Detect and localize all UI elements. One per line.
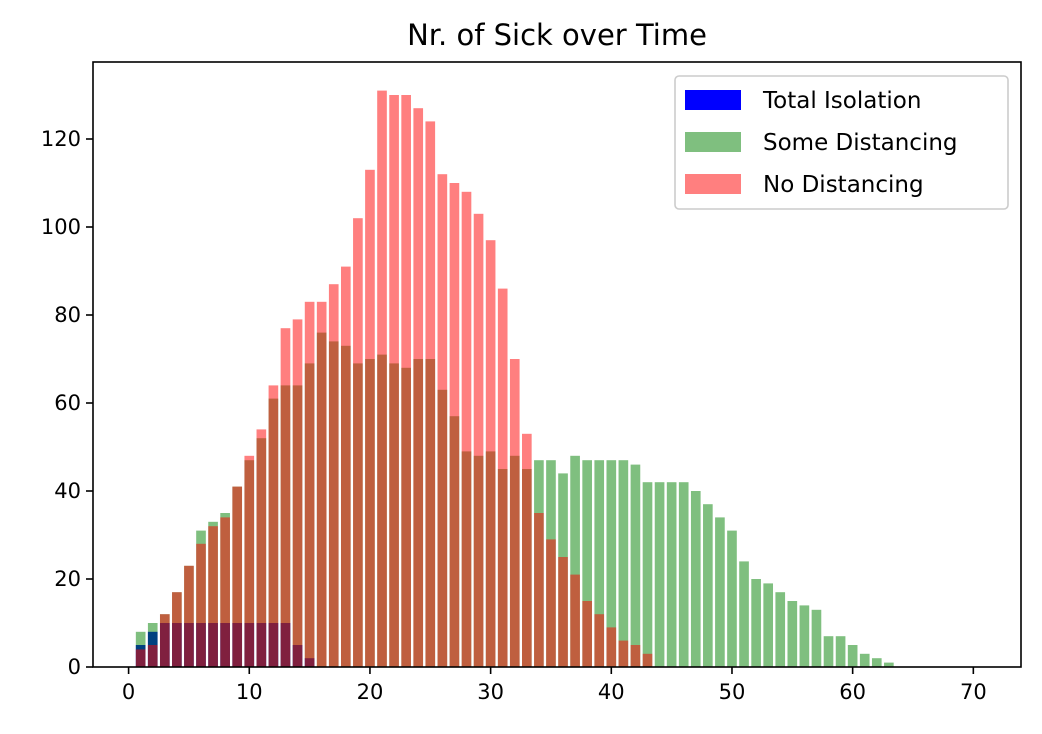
bar-no-distancing-41	[618, 640, 629, 667]
x-axis: 0 10 20 30 40 50 60 70	[122, 667, 987, 704]
bar-no-distancing-18	[340, 266, 351, 667]
y-tick-label: 120	[41, 127, 81, 151]
bar-no-distancing-42	[630, 645, 641, 667]
bar-no-distancing-1	[135, 649, 146, 667]
x-tick-label: 20	[357, 680, 384, 704]
bar-no-distancing-20	[365, 169, 375, 668]
bar-no-distancing-16	[316, 301, 327, 667]
legend-label: No Distancing	[763, 172, 924, 198]
bar-no-distancing-35	[546, 539, 556, 667]
x-tick-label: 0	[122, 680, 135, 704]
legend-label: Total Isolation	[762, 88, 921, 114]
bar-some-distancing-49	[715, 517, 725, 667]
bar-no-distancing-40	[606, 627, 617, 667]
bar-some-distancing-42	[630, 464, 641, 667]
bar-some-distancing-56	[799, 605, 810, 667]
bar-no-distancing-4	[172, 592, 182, 667]
bar-some-distancing-54	[775, 592, 786, 667]
legend-box	[674, 75, 1009, 210]
legend-swatch	[685, 90, 741, 110]
bar-some-distancing-51	[739, 561, 749, 667]
bar-no-distancing-33	[522, 433, 532, 667]
bar-some-distancing-52	[751, 579, 761, 667]
bar-no-distancing-29	[473, 213, 484, 668]
bar-no-distancing-9	[232, 486, 243, 667]
x-tick-label: 10	[236, 680, 263, 704]
bar-no-distancing-39	[594, 614, 605, 667]
bar-some-distancing-44	[654, 482, 665, 667]
bar-no-distancing-26	[437, 174, 448, 667]
x-tick-label: 30	[477, 680, 504, 704]
y-tick-label: 60	[54, 391, 81, 415]
bar-no-distancing-11	[256, 429, 267, 667]
y-tick-label: 100	[41, 215, 81, 239]
bar-no-distancing-19	[353, 218, 363, 667]
bar-some-distancing-58	[823, 636, 834, 667]
legend-label: Some Distancing	[763, 130, 958, 156]
bar-no-distancing-31	[497, 288, 508, 667]
bar-no-distancing-21	[377, 90, 387, 668]
bar-no-distancing-17	[328, 284, 339, 667]
bar-area	[135, 90, 894, 668]
y-tick-label: 20	[54, 567, 81, 591]
bar-some-distancing-50	[727, 530, 737, 667]
bar-no-distancing-32	[509, 359, 520, 667]
bar-some-distancing-38	[582, 460, 592, 667]
bar-no-distancing-24	[413, 108, 424, 667]
legend-swatch	[685, 174, 741, 194]
bar-no-distancing-12	[268, 385, 279, 667]
bar-some-distancing-39	[594, 460, 605, 667]
x-tick-label: 70	[960, 680, 987, 704]
bar-some-distancing-40	[606, 460, 617, 667]
bar-no-distancing-15	[304, 301, 315, 667]
bar-no-distancing-8	[220, 517, 230, 667]
bar-no-distancing-25	[425, 121, 436, 667]
bar-no-distancing-2	[147, 645, 158, 667]
bar-some-distancing-63	[884, 662, 894, 667]
bar-no-distancing-30	[485, 240, 496, 667]
legend: Total Isolation Some Distancing No Distanc…	[674, 75, 1009, 210]
y-tick-label: 80	[54, 303, 81, 327]
bar-some-distancing-48	[703, 504, 713, 667]
bar-no-distancing-38	[582, 601, 592, 667]
bar-no-distancing-27	[449, 183, 460, 667]
x-tick-label: 40	[598, 680, 625, 704]
bar-no-distancing-7	[208, 526, 218, 667]
bar-no-distancing-22	[389, 95, 399, 667]
plot-frame	[92, 61, 1022, 668]
bar-some-distancing-46	[678, 482, 689, 667]
bar-no-distancing-3	[159, 614, 170, 667]
bar-some-distancing-60	[847, 645, 858, 667]
bar-some-distancing-41	[618, 460, 629, 667]
bar-no-distancing-13	[280, 328, 291, 667]
bar-no-distancing-36	[558, 557, 568, 667]
bar-some-distancing-61	[859, 653, 870, 667]
bar-no-distancing-10	[244, 455, 255, 667]
bar-no-distancing-14	[292, 319, 303, 667]
chart-title: Nr. of Sick over Time	[407, 18, 707, 52]
bar-no-distancing-34	[534, 513, 544, 667]
bar-no-distancing-28	[461, 191, 472, 668]
y-tick-label: 40	[54, 479, 81, 503]
bar-no-distancing-6	[196, 543, 206, 667]
x-tick-label: 60	[839, 680, 866, 704]
x-tick-label: 50	[719, 680, 746, 704]
bar-no-distancing-23	[401, 95, 411, 667]
y-axis: 0 20 40 60 80 100 120	[41, 127, 93, 679]
bar-some-distancing-47	[690, 491, 701, 667]
bar-no-distancing-43	[642, 653, 653, 667]
bar-some-distancing-62	[871, 658, 882, 667]
bar-no-distancing-5	[184, 565, 194, 667]
bar-some-distancing-37	[570, 455, 580, 667]
bar-some-distancing-43	[642, 482, 653, 667]
bar-some-distancing-45	[666, 482, 677, 667]
legend-swatch	[685, 132, 741, 152]
bar-some-distancing-59	[835, 636, 846, 667]
y-tick-label: 0	[68, 655, 81, 679]
bar-some-distancing-57	[811, 609, 822, 667]
bar-some-distancing-55	[787, 601, 798, 667]
bar-no-distancing-37	[570, 574, 580, 667]
bar-some-distancing-53	[763, 583, 774, 667]
